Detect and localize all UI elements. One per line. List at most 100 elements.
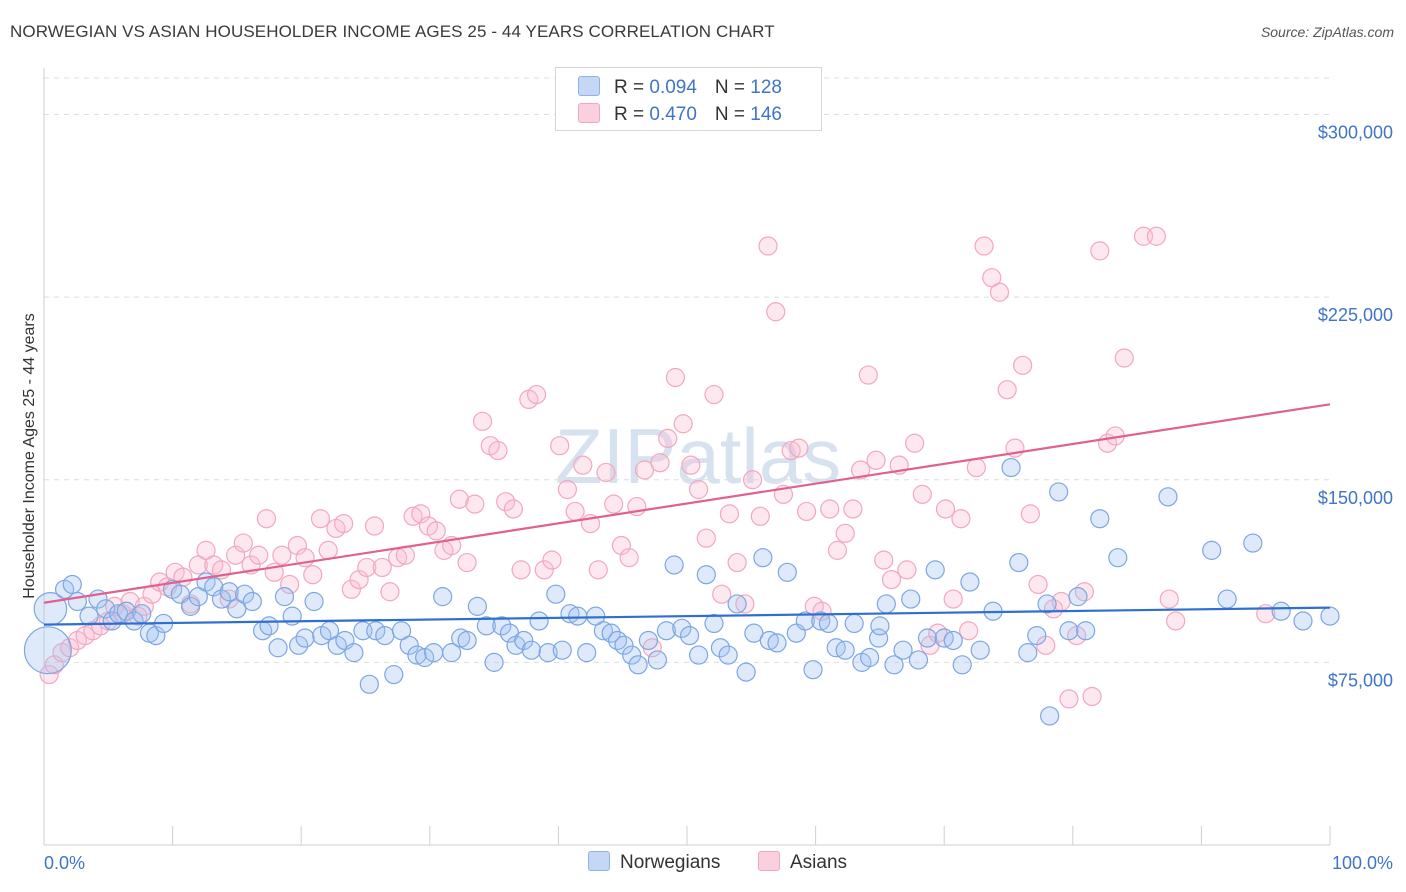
- y-tick-label: $300,000: [1318, 123, 1393, 143]
- asian-point: [287, 535, 307, 556]
- legend-row-norwegians: R = 0.094 N = 128: [578, 76, 782, 98]
- norwegian-point: [424, 643, 444, 663]
- asian-point: [39, 664, 59, 685]
- correlation-legend: R = 0.094 N = 128 R = 0.470 N = 146: [555, 67, 822, 131]
- asian-point: [997, 380, 1017, 400]
- asians-points: [39, 226, 1276, 709]
- norwegian-point: [710, 638, 731, 658]
- asian-point: [851, 460, 871, 480]
- asian-point: [874, 550, 894, 570]
- norwegian-point: [433, 587, 453, 607]
- norwegian-point: [529, 611, 549, 631]
- norwegian-point: [1027, 625, 1047, 646]
- norwegian-point: [917, 628, 938, 648]
- asian-point: [673, 414, 693, 434]
- norwegian-point: [1001, 457, 1021, 478]
- norwegian-point: [844, 613, 864, 634]
- asian-point: [426, 521, 446, 541]
- norwegian-point: [568, 606, 588, 626]
- norwegian-point: [359, 674, 379, 694]
- asian-point: [750, 506, 770, 526]
- asian-point: [989, 282, 1010, 302]
- watermark-atlas: atlas: [676, 412, 842, 500]
- asian-point: [897, 560, 917, 580]
- norwegian-point: [304, 591, 324, 612]
- norwegian-point: [803, 660, 823, 680]
- asian-point: [1013, 355, 1033, 375]
- legend-item-asians[interactable]: Asians: [758, 851, 847, 874]
- norwegian-point: [295, 628, 315, 648]
- norwegian-point: [366, 621, 386, 641]
- asian-point: [1090, 241, 1110, 261]
- norwegian-point: [1037, 594, 1057, 614]
- asian-point: [727, 552, 747, 573]
- asian-point: [488, 440, 508, 461]
- norwegian-point: [1068, 587, 1088, 607]
- norwegian-point: [538, 643, 558, 663]
- norwegian-point: [219, 582, 239, 602]
- asian-point: [1020, 504, 1040, 524]
- norwegian-point: [870, 616, 890, 636]
- norwegian-point: [1320, 606, 1340, 626]
- norwegian-point: [893, 640, 913, 660]
- asian-point: [820, 499, 840, 519]
- norwegian-point: [492, 616, 512, 636]
- asian-point: [974, 236, 994, 256]
- norwegian-point: [274, 587, 295, 607]
- asian-point: [681, 455, 701, 475]
- axes: [43, 68, 1331, 846]
- norwegian-point: [67, 591, 88, 612]
- asian-point: [665, 367, 686, 388]
- norwegian-point: [407, 645, 427, 665]
- asian-point: [372, 557, 392, 578]
- asian-point: [704, 384, 724, 405]
- legend-r-value: 0.094: [649, 77, 697, 98]
- legend-item-norwegians[interactable]: Norwegians: [588, 851, 720, 874]
- norwegian-point: [132, 604, 152, 624]
- asian-point: [588, 560, 608, 580]
- asian-point: [835, 523, 855, 543]
- norwegian-point: [1108, 548, 1128, 568]
- trend-lines: [43, 403, 1331, 626]
- asian-point: [866, 450, 886, 470]
- asian-point: [557, 479, 578, 500]
- norwegian-point: [116, 601, 136, 621]
- norwegian-point: [235, 584, 255, 604]
- norwegian-point: [124, 611, 144, 631]
- norwegian-point: [476, 616, 496, 636]
- asian-point: [758, 236, 778, 256]
- norwegian-point: [23, 626, 72, 675]
- legend-n-value: 146: [750, 104, 782, 125]
- asians-trend-line: [43, 403, 1331, 604]
- norwegian-point: [901, 589, 921, 609]
- norwegian-point: [753, 548, 773, 568]
- legend-n-label: N =: [714, 104, 751, 125]
- asians-swatch: [758, 851, 780, 871]
- norwegian-point: [242, 591, 262, 612]
- norwegian-point: [628, 655, 648, 675]
- norwegian-point: [399, 635, 419, 655]
- norwegian-point: [736, 662, 756, 682]
- asian-point: [60, 638, 80, 658]
- x-tick-label: 0.0%: [44, 853, 85, 873]
- asian-point: [781, 440, 801, 461]
- asian-point: [604, 494, 624, 514]
- asian-point: [449, 489, 469, 509]
- norwegian-point: [876, 594, 896, 614]
- asian-point: [219, 589, 239, 609]
- norwegian-point: [970, 640, 990, 660]
- asian-point: [719, 504, 740, 524]
- legend-n-label: N =: [714, 77, 751, 98]
- asian-point: [688, 479, 709, 500]
- legend-swatch-asians: [578, 103, 600, 123]
- asian-point: [611, 535, 632, 556]
- norwegian-point: [1049, 482, 1069, 502]
- asian-point: [318, 540, 338, 560]
- asian-point: [789, 438, 809, 458]
- norwegian-point: [704, 613, 724, 634]
- asian-point: [403, 506, 423, 526]
- norwegian-point: [908, 650, 929, 670]
- norwegian-point: [869, 628, 889, 648]
- norwegian-point: [727, 594, 747, 614]
- norwegian-point: [577, 643, 597, 663]
